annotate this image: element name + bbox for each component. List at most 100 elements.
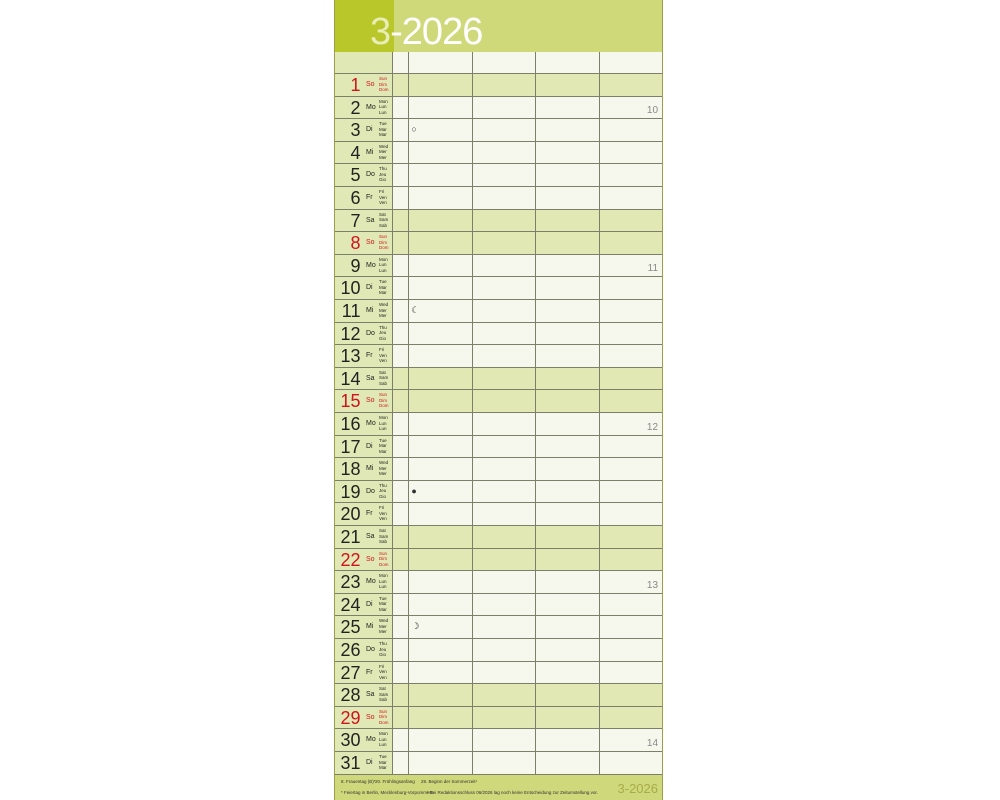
entry-cell[interactable] bbox=[536, 277, 600, 299]
entry-cell[interactable] bbox=[472, 526, 537, 548]
entry-cell[interactable] bbox=[393, 52, 410, 73]
entry-cell[interactable] bbox=[393, 458, 410, 480]
entry-cell[interactable] bbox=[599, 277, 663, 299]
entry-cell[interactable] bbox=[472, 684, 537, 706]
entry-cell[interactable] bbox=[536, 616, 600, 638]
entry-cell[interactable] bbox=[393, 187, 410, 209]
entry-cell[interactable] bbox=[472, 639, 537, 661]
entry-cell[interactable] bbox=[409, 345, 473, 367]
entry-cell[interactable] bbox=[393, 164, 410, 186]
entry-cell[interactable]: ☽ bbox=[409, 616, 473, 638]
entry-cell[interactable] bbox=[393, 639, 410, 661]
entry-cell[interactable] bbox=[536, 503, 600, 525]
entry-cell[interactable] bbox=[536, 548, 600, 571]
entry-cell[interactable] bbox=[536, 706, 600, 729]
entry-cell[interactable] bbox=[393, 209, 410, 232]
entry-cell[interactable] bbox=[409, 277, 473, 299]
entry-cell[interactable] bbox=[472, 752, 537, 774]
entry-cell[interactable] bbox=[536, 593, 600, 616]
entry-cell[interactable] bbox=[536, 571, 600, 593]
entry-cell[interactable] bbox=[599, 187, 663, 209]
entry-cell[interactable] bbox=[409, 322, 473, 345]
entry-cell[interactable] bbox=[393, 345, 410, 367]
entry-cell[interactable] bbox=[393, 593, 410, 616]
entry-cell[interactable]: ● bbox=[409, 480, 473, 503]
entry-cell[interactable] bbox=[599, 300, 663, 322]
entry-cell[interactable] bbox=[393, 480, 410, 503]
entry-cell[interactable] bbox=[599, 548, 663, 571]
entry-cell[interactable] bbox=[536, 209, 600, 232]
entry-cell[interactable] bbox=[536, 254, 600, 277]
entry-cell[interactable] bbox=[393, 706, 410, 729]
entry-cell[interactable] bbox=[472, 187, 537, 209]
entry-cell[interactable] bbox=[409, 52, 473, 73]
entry-cell[interactable] bbox=[393, 571, 410, 593]
entry-cell[interactable] bbox=[393, 254, 410, 277]
entry-cell[interactable] bbox=[409, 706, 473, 729]
entry-cell[interactable] bbox=[536, 119, 600, 141]
entry-cell[interactable] bbox=[409, 164, 473, 186]
entry-cell[interactable] bbox=[472, 458, 537, 480]
entry-cell[interactable]: 13 bbox=[599, 571, 663, 593]
entry-cell[interactable] bbox=[536, 300, 600, 322]
entry-cell[interactable] bbox=[393, 661, 410, 684]
entry-cell[interactable] bbox=[393, 74, 410, 96]
entry-cell[interactable]: ☾ bbox=[409, 300, 473, 322]
entry-cell[interactable] bbox=[472, 390, 537, 412]
entry-cell[interactable] bbox=[599, 367, 663, 390]
entry-cell[interactable] bbox=[393, 729, 410, 751]
entry-cell[interactable] bbox=[599, 684, 663, 706]
entry-cell[interactable] bbox=[393, 413, 410, 435]
entry-cell[interactable] bbox=[536, 345, 600, 367]
entry-cell[interactable]: ○ bbox=[409, 119, 473, 141]
entry-cell[interactable] bbox=[536, 480, 600, 503]
entry-cell[interactable] bbox=[536, 96, 600, 119]
entry-cell[interactable] bbox=[409, 571, 473, 593]
entry-cell[interactable] bbox=[393, 684, 410, 706]
entry-cell[interactable] bbox=[599, 52, 663, 73]
entry-cell[interactable] bbox=[409, 96, 473, 119]
entry-cell[interactable] bbox=[409, 684, 473, 706]
entry-cell[interactable] bbox=[599, 480, 663, 503]
entry-cell[interactable] bbox=[599, 322, 663, 345]
entry-cell[interactable] bbox=[409, 187, 473, 209]
entry-cell[interactable] bbox=[472, 480, 537, 503]
entry-cell[interactable]: 11 bbox=[599, 254, 663, 277]
entry-cell[interactable] bbox=[536, 458, 600, 480]
entry-cell[interactable] bbox=[536, 187, 600, 209]
entry-cell[interactable] bbox=[599, 435, 663, 458]
entry-cell[interactable] bbox=[472, 209, 537, 232]
entry-cell[interactable] bbox=[393, 548, 410, 571]
entry-cell[interactable] bbox=[599, 661, 663, 684]
entry-cell[interactable] bbox=[472, 571, 537, 593]
entry-cell[interactable] bbox=[472, 119, 537, 141]
entry-cell[interactable] bbox=[536, 684, 600, 706]
entry-cell[interactable] bbox=[536, 367, 600, 390]
entry-cell[interactable]: 14 bbox=[599, 729, 663, 751]
entry-cell[interactable] bbox=[472, 141, 537, 164]
entry-cell[interactable] bbox=[599, 232, 663, 254]
entry-cell[interactable] bbox=[409, 593, 473, 616]
entry-cell[interactable] bbox=[472, 593, 537, 616]
entry-cell[interactable] bbox=[599, 164, 663, 186]
entry-cell[interactable] bbox=[599, 593, 663, 616]
entry-cell[interactable] bbox=[472, 300, 537, 322]
entry-cell[interactable] bbox=[536, 752, 600, 774]
entry-cell[interactable] bbox=[409, 526, 473, 548]
entry-cell[interactable] bbox=[536, 413, 600, 435]
entry-cell[interactable] bbox=[472, 232, 537, 254]
entry-cell[interactable] bbox=[393, 322, 410, 345]
entry-cell[interactable] bbox=[393, 390, 410, 412]
entry-cell[interactable] bbox=[472, 96, 537, 119]
entry-cell[interactable] bbox=[599, 141, 663, 164]
entry-cell[interactable] bbox=[472, 729, 537, 751]
entry-cell[interactable] bbox=[409, 232, 473, 254]
entry-cell[interactable] bbox=[472, 254, 537, 277]
entry-cell[interactable] bbox=[472, 413, 537, 435]
entry-cell[interactable] bbox=[536, 661, 600, 684]
entry-cell[interactable] bbox=[472, 706, 537, 729]
entry-cell[interactable] bbox=[409, 254, 473, 277]
entry-cell[interactable] bbox=[599, 639, 663, 661]
entry-cell[interactable] bbox=[536, 435, 600, 458]
entry-cell[interactable] bbox=[599, 752, 663, 774]
